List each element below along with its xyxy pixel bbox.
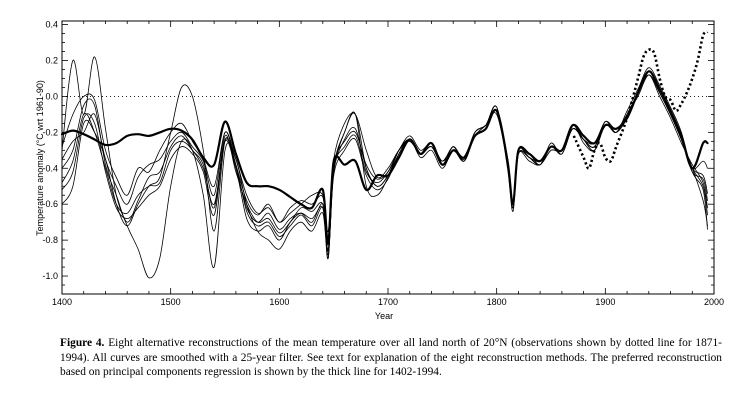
- observations-dotted-line: [572, 30, 709, 170]
- y-tick-label: -0.6: [42, 199, 58, 209]
- alternative-reconstruction-line-8: [61, 74, 708, 255]
- y-axis-title: Temperature anomaly (°C wrt 1961-90): [35, 80, 45, 236]
- plot-frame: [61, 20, 715, 295]
- series-layer: [60, 30, 709, 279]
- y-tick-label: -0.2: [42, 127, 58, 137]
- figure-caption: Figure 4. Eight alternative reconstructi…: [60, 336, 722, 380]
- caption-text: Eight alternative reconstructions of the…: [60, 337, 722, 379]
- alternative-reconstruction-line-4: [61, 74, 708, 232]
- y-tick-label: -0.8: [42, 235, 58, 245]
- y-tick-label: -1.0: [42, 271, 58, 281]
- x-tick-label: 1600: [269, 297, 289, 307]
- x-tick-label: 1800: [487, 297, 507, 307]
- x-tick-label: 1700: [378, 297, 398, 307]
- x-tick-label: 1500: [161, 297, 181, 307]
- x-axis-title: Year: [375, 311, 393, 321]
- temperature-reconstruction-chart: 1400 1500 1600 1700 1800 1900 2000 -1.0 -0.8 -0.6…: [35, 20, 724, 321]
- y-tick-label: -0.4: [42, 163, 58, 173]
- alternative-reconstruction-line-2: [61, 56, 708, 279]
- alternative-reconstruction-line-3: [61, 74, 708, 259]
- x-tick-label: 1900: [595, 297, 615, 307]
- x-tick-label: 2000: [704, 297, 724, 307]
- x-tick-label: 1400: [52, 297, 72, 307]
- y-tick-label: 0.0: [45, 91, 58, 101]
- y-tick-label: 0.4: [45, 20, 58, 30]
- preferred-reconstruction-line: [60, 70, 709, 245]
- figure-label: Figure 4.: [60, 337, 105, 349]
- axes-layer: 1400 1500 1600 1700 1800 1900 2000 -1.0 -0.8 -0.6…: [42, 20, 724, 307]
- y-tick-label: 0.2: [45, 56, 58, 66]
